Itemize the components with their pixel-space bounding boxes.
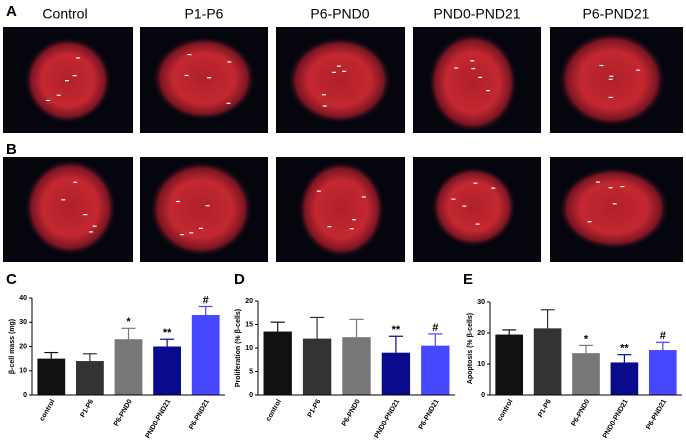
bar xyxy=(191,314,220,395)
bar xyxy=(648,350,677,395)
x-tick-label: PND0-PND21 xyxy=(602,398,630,439)
x-tick-label: PND0-PND21 xyxy=(373,398,401,439)
y-tick-label: 5 xyxy=(249,368,253,375)
bar xyxy=(302,338,332,395)
y-tick-label: 0 xyxy=(23,392,27,399)
bar xyxy=(263,331,292,395)
y-tick-label: 0 xyxy=(481,392,485,399)
islet xyxy=(558,166,669,250)
islet xyxy=(428,32,518,133)
x-tick-label: P1-P6 xyxy=(537,398,553,418)
islet xyxy=(149,161,253,257)
bar xyxy=(533,328,562,395)
y-axis-label: Apoptosis (% β-cells) xyxy=(467,313,474,384)
column-header: P6-PND21 xyxy=(583,6,650,22)
significance-marker: ** xyxy=(392,324,401,336)
bar xyxy=(381,352,411,395)
x-tick-label: control xyxy=(497,398,515,422)
x-tick-label: PND0-PND21 xyxy=(145,398,173,439)
x-tick-label: P6-PND0 xyxy=(113,398,134,427)
y-tick-label: 30 xyxy=(477,299,485,306)
x-tick-label: P6-PND0 xyxy=(570,398,591,427)
y-tick-label: 0 xyxy=(249,392,253,399)
bar xyxy=(37,358,66,395)
significance-marker: ** xyxy=(620,343,629,355)
significance-marker: ** xyxy=(163,327,172,339)
panel-label: A xyxy=(6,3,17,20)
panel-label: E xyxy=(463,271,473,288)
column-header: P1-P6 xyxy=(185,6,224,22)
x-tick-label: P6-PND21 xyxy=(188,398,211,431)
micrographs xyxy=(3,27,683,262)
significance-marker: # xyxy=(203,294,209,306)
bar xyxy=(76,361,104,395)
panel-label: B xyxy=(6,141,17,158)
y-tick-label: 10 xyxy=(245,345,253,352)
y-axis-label: Proliferation (% β-cells) xyxy=(235,309,242,387)
y-axis-label: β-cell mass (mg) xyxy=(9,319,16,374)
islet xyxy=(24,159,117,256)
y-tick-label: 40 xyxy=(19,295,27,302)
x-tick-label: P6-PND21 xyxy=(418,398,441,431)
significance-marker: * xyxy=(126,316,131,328)
x-tick-label: P6-PND21 xyxy=(645,398,668,431)
panel-label: C xyxy=(6,271,17,288)
islet xyxy=(152,36,256,121)
column-header: PND0-PND21 xyxy=(433,6,520,22)
panel-label: D xyxy=(234,271,245,288)
islet xyxy=(298,161,385,258)
significance-marker: * xyxy=(584,333,589,345)
y-tick-label: 30 xyxy=(19,319,27,326)
bar xyxy=(342,337,371,395)
significance-marker: # xyxy=(660,330,666,342)
x-tick-label: P1-P6 xyxy=(79,398,95,418)
x-tick-label: control xyxy=(39,398,57,422)
y-tick-label: 15 xyxy=(245,321,253,328)
column-header: P6-PND0 xyxy=(310,6,369,22)
significance-marker: # xyxy=(432,322,438,334)
x-tick-label: P6-PND0 xyxy=(341,398,362,427)
bar xyxy=(495,334,524,395)
y-tick-label: 10 xyxy=(19,368,27,375)
bar xyxy=(421,345,450,395)
column-header: Control xyxy=(42,6,87,22)
y-tick-label: 20 xyxy=(245,298,253,305)
bar xyxy=(153,346,181,395)
islet xyxy=(288,37,392,124)
x-tick-label: control xyxy=(265,398,283,422)
bar xyxy=(572,353,600,395)
y-tick-label: 20 xyxy=(477,330,485,337)
y-tick-label: 10 xyxy=(477,361,485,368)
islet xyxy=(431,166,516,247)
bar xyxy=(610,362,639,395)
bar xyxy=(114,339,143,395)
x-tick-label: P1-P6 xyxy=(307,398,323,418)
y-tick-label: 20 xyxy=(19,343,27,350)
